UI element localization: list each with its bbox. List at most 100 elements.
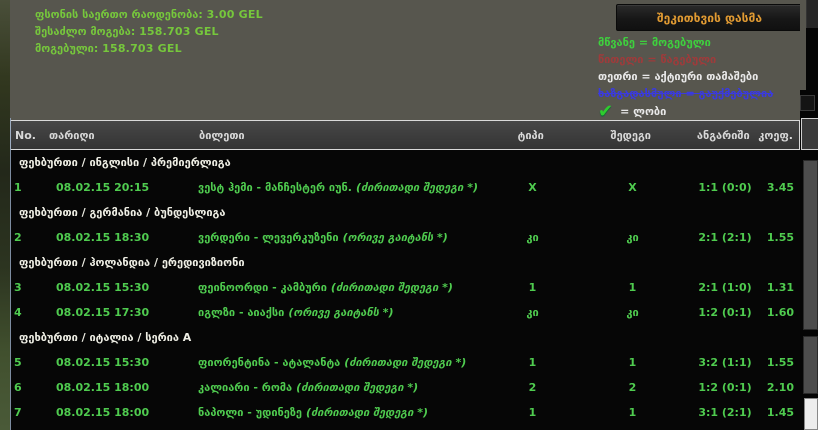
legend-cancelled: ხაზგადასმული = გაუქმებულია xyxy=(598,85,773,102)
bets-table-body: ფეხბურთი / ინგლისი / პრემიერლიგა 1 08.02… xyxy=(10,150,800,425)
total-stake-line: ფსონის საერთო რაოდენობა: 3.00 GEL xyxy=(35,6,263,23)
cell-coef: 1.31 xyxy=(766,281,794,294)
cell-tip: 1 xyxy=(528,356,537,369)
table-header: No. თარიღი ბილეთი ტიპი შედეგი ანგარიში კ… xyxy=(10,120,800,150)
legend-active: თეთრი = აქტიური თამაშები xyxy=(598,68,773,85)
cell-coef: 2.10 xyxy=(766,381,794,394)
col-header-result: შედეგი xyxy=(610,128,652,142)
cell-no: 7 xyxy=(14,406,22,419)
table-left-border xyxy=(10,118,11,430)
col-header-ticket: ბილეთი xyxy=(199,128,245,142)
cell-ticket: ნაპოლი - უდინეზე (ძირითადი შედეგი *) xyxy=(190,406,490,419)
cell-coef: 3.45 xyxy=(766,181,794,194)
cell-result: 2 xyxy=(628,381,637,394)
total-stake-label: ფსონის საერთო რაოდენობა: xyxy=(35,8,203,21)
clipped-gray-block xyxy=(800,0,806,90)
league-group-header: ფეხბურთი / იტალია / სერია A xyxy=(10,325,800,350)
cell-ticket: ვერდერი - ლევერკუზენი (ორივე გაიტანს *) xyxy=(190,231,490,244)
bet-row: 2 08.02.15 18:30 ვერდერი - ლევერკუზენი (ო… xyxy=(10,225,800,250)
match-name: ფეინოორდი - კამბური xyxy=(198,281,327,294)
market-note: (ძირითადი შედეგი *) xyxy=(355,181,478,194)
legend-won-desc: = მოგებული xyxy=(638,36,711,49)
cell-result: 1 xyxy=(628,281,637,294)
market-note: (ძირითადი შედეგი *) xyxy=(306,406,429,419)
clipped-adjacent-panel xyxy=(800,0,818,430)
result-color-legend: მწვანე = მოგებული წითელი = წაგებული თეთრ… xyxy=(598,34,773,120)
cell-date: 08.02.15 18:30 xyxy=(56,231,150,244)
cell-no: 2 xyxy=(14,231,22,244)
won-amount-label: მოგებული: xyxy=(35,42,99,55)
cell-result: კი xyxy=(626,231,639,244)
cell-coef: 1.60 xyxy=(766,306,794,319)
legend-won: მწვანე = მოგებული xyxy=(598,34,773,51)
won-amount-line: მოგებული: 158.703 GEL xyxy=(35,40,263,57)
cell-score: 3:1 (2:1) xyxy=(698,406,752,419)
total-stake-value: 3.00 GEL xyxy=(206,8,263,21)
match-name: ვერდერი - ლევერკუზენი xyxy=(198,231,339,244)
cell-tip: 2 xyxy=(528,381,537,394)
possible-win-value: 158.703 GEL xyxy=(139,25,219,38)
clipped-panel-block xyxy=(803,160,818,330)
col-header-coef: კოეფ. xyxy=(758,128,793,142)
possible-win-line: შესაძლო მოგება: 158.703 GEL xyxy=(35,23,263,40)
bet-history-panel: ფსონის საერთო რაოდენობა: 3.00 GEL შესაძლ… xyxy=(10,0,803,430)
col-header-score: ანგარიში xyxy=(696,128,750,142)
won-amount-value: 158.703 GEL xyxy=(102,42,182,55)
cell-result: კი xyxy=(626,306,639,319)
cell-no: 3 xyxy=(14,281,22,294)
cell-no: 1 xyxy=(14,181,22,194)
legend-won-term: მწვანე xyxy=(598,36,635,49)
league-group-header: ფეხბურთი / ინგლისი / პრემიერლიგა xyxy=(10,150,800,175)
clipped-panel-block xyxy=(803,336,818,394)
clipped-white-block xyxy=(804,398,818,430)
cell-ticket: ვესტ ჰემი - მანჩესტერ იუნ. (ძირითადი შედე… xyxy=(190,181,490,194)
market-note: (ორივე გაიტანს *) xyxy=(288,306,394,319)
cell-date: 08.02.15 17:30 xyxy=(56,306,150,319)
col-header-no: No. xyxy=(15,128,36,142)
legend-cancelled-term: ხაზგადასმული xyxy=(598,87,682,100)
legend-void-desc: = ლობი xyxy=(620,105,667,118)
league-label: ფეხბურთი / იტალია / სერია A xyxy=(19,331,192,344)
league-label: ფეხბურთი / გერმანია / ბუნდესლიგა xyxy=(19,206,226,219)
league-group-header: ფეხბურთი / გერმანია / ბუნდესლიგა xyxy=(10,200,800,225)
cell-coef: 1.55 xyxy=(766,231,794,244)
league-label: ფეხბურთი / ჰოლანდია / ერედივიზიონი xyxy=(19,256,245,269)
col-header-tip: ტიპი xyxy=(517,128,544,142)
cell-tip: 1 xyxy=(528,406,537,419)
clipped-small-block xyxy=(800,95,815,111)
legend-lost-term: წითელი xyxy=(598,53,644,66)
match-name: ვესტ ჰემი - მანჩესტერ იუნ. xyxy=(198,181,352,194)
ask-question-button[interactable]: შეკითხვის დასმა xyxy=(616,4,803,31)
cell-coef: 1.45 xyxy=(766,406,794,419)
clipped-header-block xyxy=(801,118,818,150)
cell-tip: X xyxy=(528,181,537,194)
cell-coef: 1.55 xyxy=(766,356,794,369)
cell-date: 08.02.15 18:00 xyxy=(56,381,150,394)
legend-cancelled-desc: = გაუქმებულია xyxy=(685,87,774,100)
cell-result: 1 xyxy=(628,406,637,419)
bet-row: 6 08.02.15 18:00 კალიარი - რომა (ძირითადი… xyxy=(10,375,800,400)
cell-ticket: იგლზი - აიაქსი (ორივე გაიტანს *) xyxy=(190,306,490,319)
clipped-dark-block xyxy=(806,0,818,28)
cell-score: 1:2 (0:1) xyxy=(698,381,752,394)
bet-row: 3 08.02.15 15:30 ფეინოორდი - კამბური (ძირ… xyxy=(10,275,800,300)
legend-lost: წითელი = წაგებული xyxy=(598,51,773,68)
match-name: იგლზი - აიაქსი xyxy=(198,306,285,319)
league-label: ფეხბურთი / ინგლისი / პრემიერლიგა xyxy=(19,156,231,169)
legend-active-desc: = აქტიური თამაშები xyxy=(641,70,759,83)
bet-row: 7 08.02.15 18:00 ნაპოლი - უდინეზე (ძირითა… xyxy=(10,400,800,425)
legend-lost-desc: = წაგებული xyxy=(647,53,717,66)
cell-date: 08.02.15 20:15 xyxy=(56,181,150,194)
cell-score: 3:2 (1:1) xyxy=(698,356,752,369)
cell-tip: კი xyxy=(526,306,539,319)
cell-date: 08.02.15 15:30 xyxy=(56,281,150,294)
market-note: (ძირითადი შედეგი *) xyxy=(330,281,453,294)
cell-score: 2:1 (1:0) xyxy=(698,281,752,294)
market-note: (ძირითადი შედეგი *) xyxy=(344,356,467,369)
cell-result: X xyxy=(628,181,637,194)
market-note: (ძირითადი შედეგი *) xyxy=(296,381,419,394)
match-name: ფიორენტინა - ატალანტა xyxy=(198,356,341,369)
legend-active-term: თეთრი xyxy=(598,70,638,83)
cell-ticket: ფეინოორდი - კამბური (ძირითადი შედეგი *) xyxy=(190,281,490,294)
